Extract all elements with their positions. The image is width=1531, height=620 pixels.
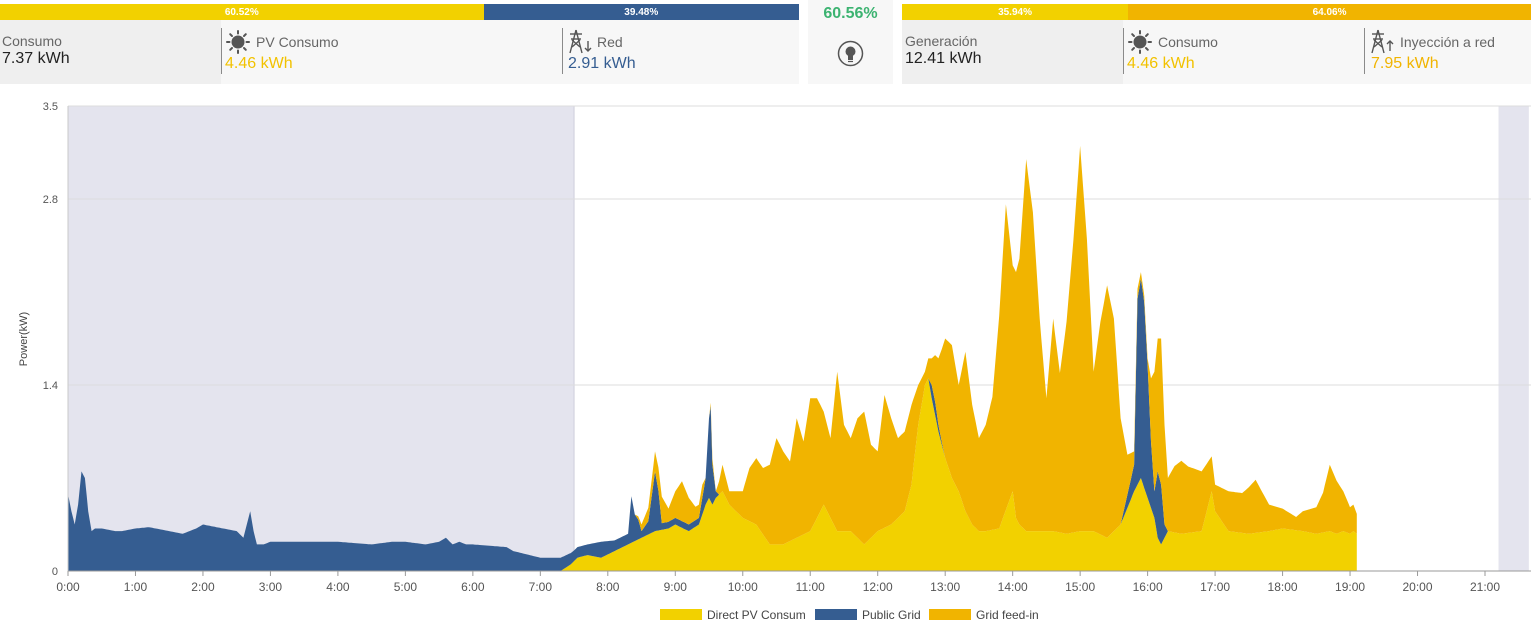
self-sufficiency-value: 60.56% bbox=[823, 5, 878, 22]
legend-grid-feedin: Grid feed-in bbox=[929, 608, 1039, 620]
consumption-split-bar: 60.52% 39.48% bbox=[0, 4, 799, 20]
pv-consumption-label: PV Consumo bbox=[256, 34, 339, 50]
x-tick-label: 10:00 bbox=[728, 580, 758, 594]
night-shading bbox=[1498, 106, 1529, 571]
public-grid-area bbox=[68, 278, 1357, 571]
self-sufficiency-panel: 60.56% bbox=[808, 0, 893, 84]
pv-consumption-value: 4.46 kWh bbox=[225, 55, 293, 72]
generation-total-cell: Generación 12.41 kWh bbox=[902, 20, 1123, 84]
generation-split-bar: 35.94% 64.06% bbox=[902, 4, 1531, 20]
pv-consumption-cell bbox=[221, 20, 799, 84]
consumption-panel: 60.52% 39.48% Consumo 7.37 kWh PV Consum… bbox=[0, 0, 800, 84]
self-consumption-share-segment: 35.94% bbox=[902, 4, 1129, 20]
x-tick-label: 20:00 bbox=[1403, 580, 1433, 594]
y-tick-label: 2.8 bbox=[43, 194, 58, 206]
sun-icon bbox=[1128, 30, 1152, 54]
grid-feedin-area bbox=[68, 145, 1357, 558]
feedin-label: Inyección a red bbox=[1400, 34, 1495, 50]
legend-public-grid: Public Grid bbox=[815, 608, 921, 620]
x-tick-label: 19:00 bbox=[1335, 580, 1365, 594]
x-tick-label: 14:00 bbox=[998, 580, 1028, 594]
x-tick-label: 7:00 bbox=[529, 580, 553, 594]
x-tick-label: 11:00 bbox=[796, 580, 825, 594]
x-tick-label: 2:00 bbox=[191, 580, 215, 594]
sun-icon bbox=[226, 30, 250, 54]
y-tick-label: 0 bbox=[52, 566, 58, 578]
x-tick-label: 0:00 bbox=[56, 580, 80, 594]
generation-consumo-value: 4.46 kWh bbox=[1127, 55, 1195, 72]
x-tick-label: 5:00 bbox=[394, 580, 418, 594]
legend-label: Direct PV Consum bbox=[707, 608, 806, 620]
consumption-total-value: 7.37 kWh bbox=[2, 50, 70, 67]
x-tick-label: 3:00 bbox=[259, 580, 283, 594]
consumption-total-cell: Consumo 7.37 kWh bbox=[0, 20, 221, 84]
legend-direct-pv: Direct PV Consum bbox=[660, 608, 806, 620]
legend-swatch bbox=[660, 609, 702, 620]
generation-consumo-label: Consumo bbox=[1158, 34, 1218, 50]
generation-panel: 35.94% 64.06% Generación 12.41 kWh Consu… bbox=[902, 0, 1531, 84]
x-tick-label: 18:00 bbox=[1268, 580, 1298, 594]
legend-swatch bbox=[929, 609, 971, 620]
x-tick-label: 4:00 bbox=[326, 580, 350, 594]
y-axis-label: Power(kW) bbox=[18, 312, 30, 366]
grid-share-segment: 39.48% bbox=[483, 4, 799, 20]
night-shading bbox=[68, 106, 575, 571]
generation-total-label: Generación bbox=[905, 33, 978, 49]
x-tick-label: 13:00 bbox=[930, 580, 960, 594]
divider bbox=[1364, 28, 1365, 74]
grid-tower-down-icon bbox=[569, 29, 592, 54]
x-tick-label: 16:00 bbox=[1133, 580, 1163, 594]
y-tick-label: 3.5 bbox=[43, 101, 58, 113]
x-tick-label: 8:00 bbox=[596, 580, 620, 594]
consumption-total-label: Consumo bbox=[2, 33, 62, 49]
divider bbox=[221, 28, 222, 74]
x-tick-label: 6:00 bbox=[461, 580, 485, 594]
pv-share-segment: 60.52% bbox=[0, 4, 484, 20]
grid-label: Red bbox=[597, 34, 623, 50]
legend-label: Grid feed-in bbox=[976, 608, 1039, 620]
grid-value: 2.91 kWh bbox=[568, 55, 636, 72]
power-area-chart: 0 1.4 2.8 3.5 0:00 1:00 2:00 3:00 4:00 5:00 6:00 7… bbox=[18, 101, 1531, 620]
legend-swatch bbox=[815, 609, 857, 620]
x-tick-label: 15:00 bbox=[1065, 580, 1095, 594]
divider bbox=[1123, 28, 1124, 74]
x-tick-label: 17:00 bbox=[1200, 580, 1230, 594]
x-tick-label: 12:00 bbox=[863, 580, 893, 594]
feedin-share-segment: 64.06% bbox=[1128, 4, 1531, 20]
grid-tower-up-icon bbox=[1371, 29, 1394, 54]
x-tick-label: 9:00 bbox=[664, 580, 688, 594]
feedin-value: 7.95 kWh bbox=[1371, 55, 1439, 72]
generation-consumo-cell bbox=[1123, 20, 1531, 84]
y-tick-label: 1.4 bbox=[43, 380, 58, 392]
divider bbox=[562, 28, 563, 74]
lightbulb-icon bbox=[837, 40, 864, 67]
x-tick-label: 1:00 bbox=[124, 580, 148, 594]
x-tick-label: 21:00 bbox=[1470, 580, 1500, 594]
direct-pv-area bbox=[68, 378, 1357, 571]
generation-total-value: 12.41 kWh bbox=[905, 50, 982, 67]
legend-label: Public Grid bbox=[862, 608, 921, 620]
